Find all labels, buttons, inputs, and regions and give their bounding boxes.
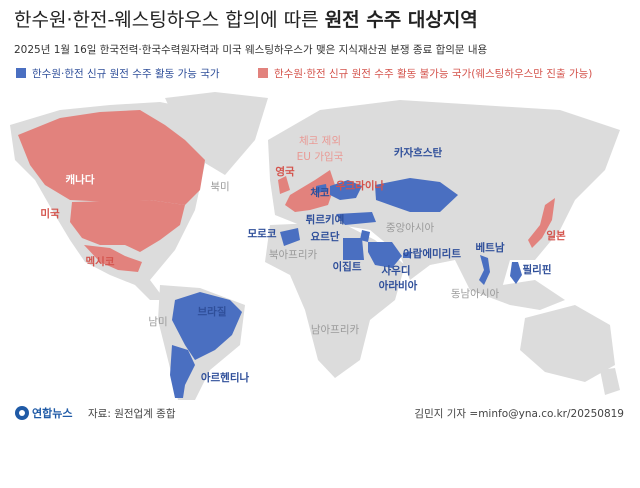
legend-label: 한수원·한전 신규 원전 수주 활동 불가능 국가(웨스팅하우스만 진출 가능) (274, 67, 592, 80)
country-label: 일본 (546, 229, 566, 242)
title: 한수원·한전-웨스팅하우스 합의에 따른 원전 수주 대상지역 (14, 9, 478, 31)
logo-mark (19, 410, 25, 416)
country-label: 아라비아 (379, 279, 418, 292)
title-bold: 원전 수주 대상지역 (325, 9, 478, 31)
logo: 연합뉴스 (32, 406, 72, 420)
credit: 김민지 기자 =minfo@yna.co.kr/20250819 (414, 408, 624, 420)
legend-swatch (258, 68, 268, 78)
country-label: 베트남 (476, 241, 505, 254)
country-label: 모로코 (248, 228, 277, 240)
country-label: 체코 (310, 186, 330, 199)
country-label: 이집트 (333, 260, 362, 273)
country-label: 튀르키예 (306, 213, 345, 226)
legend-swatch (16, 68, 26, 78)
subtitle: 2025년 1월 16일 한국전력·한국수력원자력과 미국 웨스팅하우스가 맺은… (14, 43, 488, 56)
country-label: 우크라이나 (336, 179, 385, 192)
title-light: 한수원·한전-웨스팅하우스 합의에 따른 (14, 9, 325, 31)
country-label: 멕시코 (86, 255, 115, 268)
country-label: 사우디 (382, 264, 411, 277)
country-label: 브라질 (198, 305, 227, 318)
region-label: 북아프리카 (269, 249, 318, 261)
source: 자료: 원전업계 종합 (88, 407, 176, 420)
region-label: 동남아시아 (451, 288, 500, 300)
region-label: 남아프리카 (311, 324, 360, 336)
legend-label: 한수원·한전 신규 원전 수주 활동 가능 국가 (32, 67, 220, 80)
country-label: EU 가입국 (297, 150, 344, 163)
country-label: 캐나다 (66, 173, 95, 186)
footer: 연합뉴스 자료: 원전업계 종합 김민지 기자 =minfo@yna.co.kr… (15, 406, 624, 420)
country-label: 카자흐스탄 (394, 146, 443, 159)
country-label: 필리핀 (523, 263, 552, 276)
region-label: 남미 (148, 316, 167, 328)
country-label: 미국 (40, 207, 60, 220)
country-label: 체코 제외 (299, 135, 341, 147)
world-map (10, 92, 620, 400)
country-label: 영국 (275, 165, 295, 178)
country-label: 요르단 (311, 230, 340, 243)
country-label: 아르헨티나 (201, 371, 250, 384)
region-label: 중앙아시아 (386, 222, 435, 234)
country-label: 아랍에미리트 (403, 247, 461, 260)
region-label: 북미 (210, 181, 229, 193)
map-labels: 캐나다 미국 멕시코 북미 남미 브라질 아르헨티나 체코 제외 EU 가입국 … (40, 135, 566, 384)
